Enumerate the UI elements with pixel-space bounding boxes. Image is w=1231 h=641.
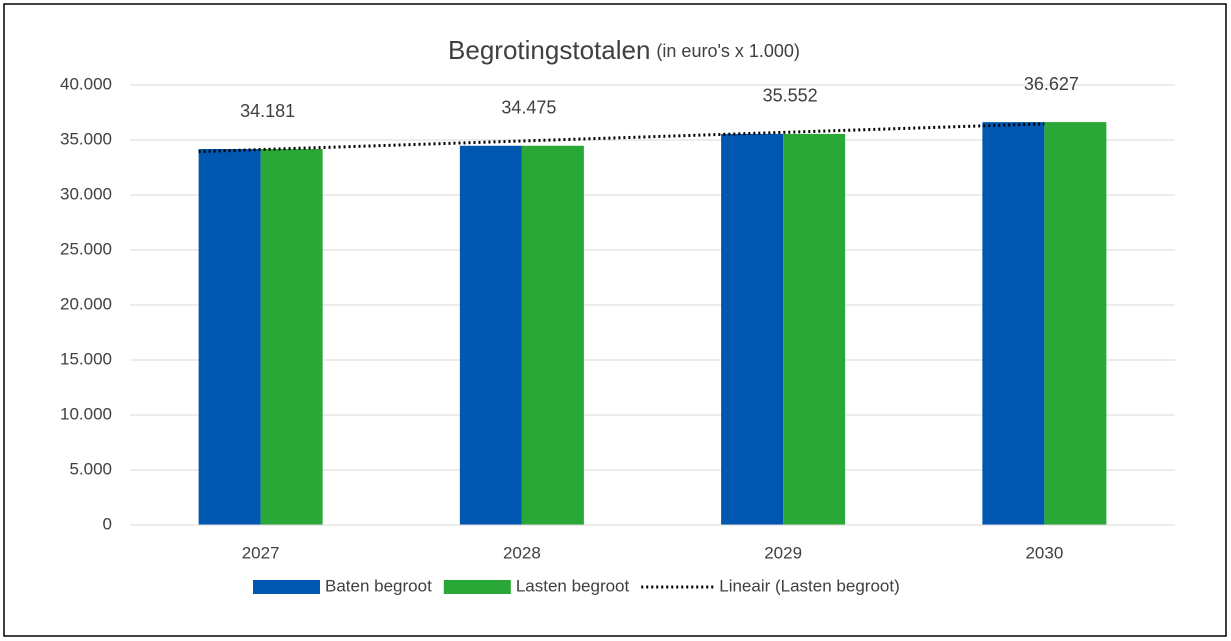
y-tick-label: 15.000 [60,349,112,368]
y-tick-label: 10.000 [60,404,112,423]
data-label: 36.627 [1024,74,1079,94]
legend-label: Lineair (Lasten begroot) [719,576,900,595]
y-tick-label: 40.000 [60,74,112,93]
bar [1044,122,1107,525]
x-tick-label: 2030 [1025,543,1063,562]
bar [982,122,1045,525]
y-tick-label: 30.000 [60,184,112,203]
trendline [198,122,1045,154]
chart-subtitle: (in euro's x 1.000) [656,41,800,61]
y-tick-label: 0 [103,514,112,533]
chart-heading: Begrotingstotalen (in euro's x 1.000) [448,35,800,65]
legend-label: Baten begroot [325,576,432,595]
bar [260,149,323,525]
y-tick-label: 35.000 [60,129,112,148]
bar [721,133,784,526]
data-label: 34.181 [240,101,295,121]
data-label: 35.552 [763,86,818,106]
y-tick-label: 5.000 [69,459,112,478]
bar [521,145,584,525]
chart-title: Begrotingstotalen [448,35,650,65]
bar [198,149,261,525]
x-tick-label: 2029 [764,543,802,562]
y-tick-label: 20.000 [60,294,112,313]
bar [783,133,846,526]
bar [459,145,522,525]
x-tick-label: 2028 [503,543,541,562]
x-tick-label: 2027 [242,543,280,562]
legend-swatch [253,580,320,594]
data-label: 34.475 [501,98,556,118]
legend-label: Lasten begroot [516,576,630,595]
y-tick-label: 25.000 [60,239,112,258]
legend-swatch [443,580,511,594]
